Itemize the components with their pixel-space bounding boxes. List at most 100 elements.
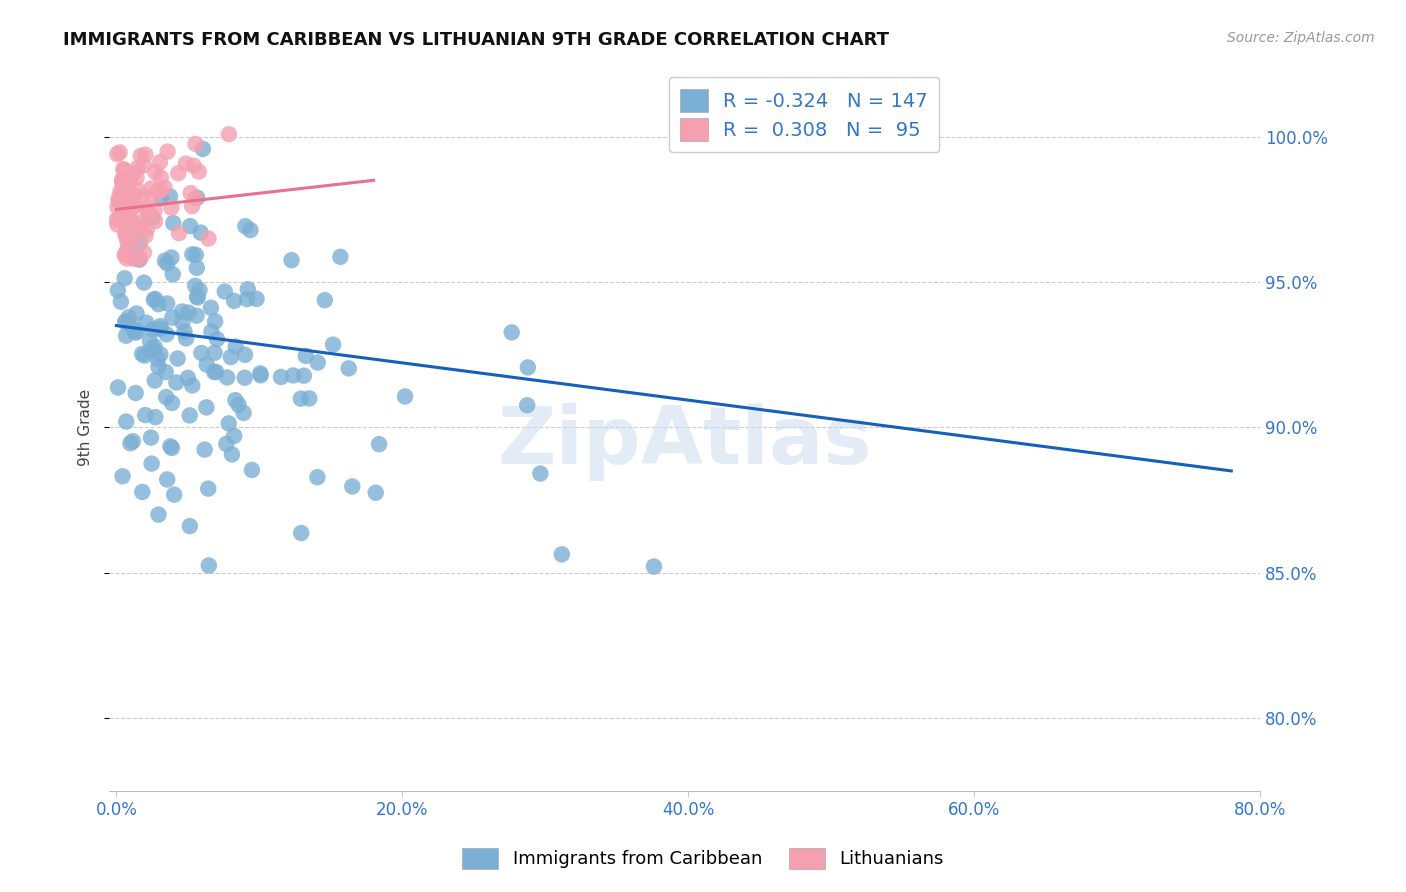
- Point: [148, 359, 170, 374]
- Point: [146, 351, 169, 366]
- Point: [217, 370, 239, 384]
- Point: [135, 202, 157, 216]
- Point: [121, 434, 143, 449]
- Point: [115, 246, 138, 260]
- Point: [221, 447, 243, 461]
- Point: [307, 470, 329, 484]
- Point: [153, 253, 176, 268]
- Point: [111, 214, 134, 228]
- Point: [190, 226, 212, 240]
- Point: [114, 315, 136, 329]
- Point: [117, 215, 139, 229]
- Point: [156, 145, 179, 159]
- Point: [129, 216, 152, 230]
- Point: [149, 322, 172, 336]
- Point: [195, 358, 218, 372]
- Point: [165, 376, 187, 390]
- Point: [142, 211, 165, 225]
- Point: [115, 191, 138, 205]
- Point: [155, 390, 177, 404]
- Point: [142, 293, 165, 307]
- Point: [322, 337, 344, 351]
- Point: [105, 213, 128, 227]
- Point: [108, 145, 131, 160]
- Point: [162, 268, 184, 282]
- Point: [224, 393, 246, 408]
- Point: [177, 371, 200, 385]
- Point: [142, 322, 165, 336]
- Point: [118, 310, 141, 325]
- Point: [141, 343, 163, 358]
- Point: [186, 290, 208, 304]
- Point: [111, 469, 134, 483]
- Point: [141, 181, 163, 195]
- Point: [232, 406, 254, 420]
- Point: [114, 211, 136, 225]
- Point: [128, 236, 150, 251]
- Point: [205, 332, 228, 346]
- Point: [174, 331, 197, 345]
- Point: [155, 365, 177, 379]
- Point: [194, 442, 217, 457]
- Point: [516, 398, 538, 412]
- Point: [180, 186, 202, 200]
- Text: ZipAtlas: ZipAtlas: [498, 403, 872, 481]
- Point: [128, 252, 150, 267]
- Point: [107, 283, 129, 297]
- Point: [167, 166, 190, 180]
- Point: [295, 349, 318, 363]
- Point: [183, 159, 205, 173]
- Point: [120, 224, 142, 238]
- Point: [115, 227, 138, 242]
- Point: [177, 305, 200, 319]
- Point: [145, 410, 167, 425]
- Point: [118, 233, 141, 247]
- Point: [139, 431, 162, 445]
- Point: [111, 193, 134, 207]
- Point: [148, 297, 170, 311]
- Point: [143, 203, 166, 218]
- Point: [337, 361, 360, 376]
- Point: [643, 559, 665, 574]
- Point: [219, 350, 242, 364]
- Point: [218, 417, 240, 431]
- Point: [233, 348, 256, 362]
- Point: [235, 219, 257, 234]
- Point: [200, 301, 222, 315]
- Point: [149, 170, 172, 185]
- Point: [197, 482, 219, 496]
- Point: [107, 194, 129, 208]
- Point: [111, 195, 134, 210]
- Point: [155, 327, 177, 342]
- Point: [141, 457, 163, 471]
- Point: [115, 315, 138, 329]
- Point: [143, 343, 166, 358]
- Point: [184, 278, 207, 293]
- Point: [134, 408, 156, 422]
- Point: [181, 378, 204, 392]
- Point: [111, 185, 134, 199]
- Point: [134, 349, 156, 363]
- Point: [111, 176, 134, 190]
- Point: [342, 479, 364, 493]
- Point: [136, 204, 159, 219]
- Point: [368, 437, 391, 451]
- Point: [159, 189, 181, 203]
- Point: [114, 248, 136, 262]
- Point: [179, 519, 201, 533]
- Point: [143, 292, 166, 306]
- Legend: R = -0.324   N = 147, R =  0.308   N =  95: R = -0.324 N = 147, R = 0.308 N = 95: [669, 78, 939, 153]
- Point: [167, 226, 190, 240]
- Point: [111, 172, 134, 186]
- Point: [114, 192, 136, 206]
- Point: [129, 149, 152, 163]
- Point: [121, 215, 143, 229]
- Point: [240, 463, 263, 477]
- Point: [156, 256, 179, 270]
- Point: [122, 227, 145, 241]
- Text: Source: ZipAtlas.com: Source: ZipAtlas.com: [1227, 31, 1375, 45]
- Point: [115, 199, 138, 213]
- Point: [117, 229, 139, 244]
- Point: [112, 163, 135, 178]
- Point: [127, 161, 149, 175]
